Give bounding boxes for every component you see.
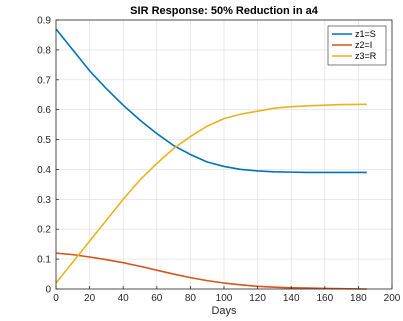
- legend: z1=Sz2=Iz3=R: [327, 25, 387, 66]
- chart-title: SIR Response: 50% Reduction in a4: [130, 5, 319, 17]
- x-tick-label: 40: [118, 293, 130, 304]
- x-tick-label: 0: [53, 293, 59, 304]
- x-tick-label: 100: [216, 293, 233, 304]
- y-tick-label: 0.3: [37, 195, 51, 206]
- series-line-1: [55, 28, 367, 174]
- x-tick-label: 180: [350, 293, 367, 304]
- y-tick-label: 0.8: [37, 45, 51, 56]
- y-tick-label: 0.2: [37, 225, 51, 236]
- series-line-2: [55, 252, 367, 290]
- series-layer: [55, 28, 367, 290]
- series-line-3: [55, 103, 367, 284]
- y-tick-label: 0: [45, 285, 51, 296]
- legend-label-2: z2=I: [355, 40, 372, 50]
- y-tick-label: 0.4: [37, 165, 51, 176]
- y-tick-label: 0.6: [37, 105, 51, 116]
- x-axis-label: Days: [211, 305, 237, 317]
- y-axis-ticks: 0 0.1 0.2 0.3 0.4 0.5 0.6 0.7 0.8 0.9: [37, 16, 59, 296]
- x-tick-label: 200: [384, 293, 401, 304]
- x-axis-ticks: 0 20 40 60 80 100 120 140 160 180 200: [53, 286, 401, 304]
- x-tick-label: 20: [84, 293, 96, 304]
- x-tick-label: 120: [249, 293, 266, 304]
- x-tick-label: 60: [151, 293, 163, 304]
- y-tick-label: 0.7: [37, 75, 51, 86]
- y-tick-label: 0.5: [37, 135, 51, 146]
- y-tick-label: 0.9: [37, 16, 51, 27]
- x-tick-label: 140: [283, 293, 300, 304]
- x-tick-label: 160: [316, 293, 333, 304]
- y-tick-label: 0.1: [37, 255, 51, 266]
- legend-label-3: z3=R: [355, 51, 377, 61]
- legend-label-1: z1=S: [355, 29, 376, 39]
- x-tick-label: 80: [185, 293, 197, 304]
